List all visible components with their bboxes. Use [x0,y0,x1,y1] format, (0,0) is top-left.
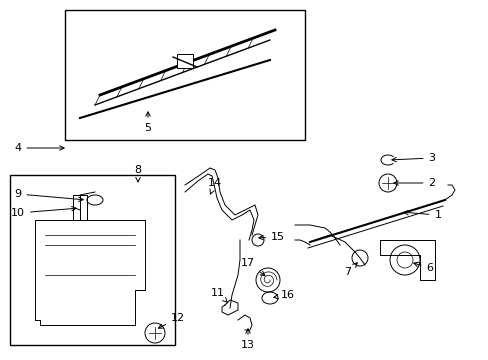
Text: 13: 13 [241,329,254,350]
Text: 9: 9 [15,189,83,202]
Text: 1: 1 [403,210,441,220]
Text: 5: 5 [144,112,151,133]
Text: 8: 8 [134,165,141,182]
Bar [73,195,87,220]
Text: 14: 14 [207,178,222,194]
Text: 17: 17 [241,258,264,276]
Bar [177,54,193,68]
Text: 12: 12 [158,313,184,328]
Text: 16: 16 [273,290,294,300]
Text: 7: 7 [344,263,357,277]
Text: 10: 10 [11,206,76,218]
Text: 11: 11 [210,288,227,303]
Text: 6: 6 [413,262,433,273]
Bar [10,175,175,345]
Text: 3: 3 [391,153,435,163]
Text: 4: 4 [15,143,64,153]
Bar [65,10,305,140]
Text: 15: 15 [258,232,285,242]
Text: 2: 2 [393,178,435,188]
